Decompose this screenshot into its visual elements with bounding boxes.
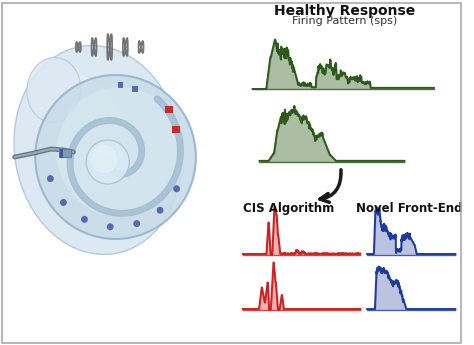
Text: Firing Pattern (sps): Firing Pattern (sps) <box>292 16 397 26</box>
Bar <box>59 149 71 157</box>
Bar <box>165 106 173 113</box>
Bar <box>118 82 123 88</box>
Circle shape <box>47 175 54 182</box>
Circle shape <box>57 87 184 217</box>
Circle shape <box>86 140 129 184</box>
Text: Healthy Response: Healthy Response <box>274 4 415 18</box>
Circle shape <box>90 145 118 173</box>
Bar <box>132 86 138 92</box>
Circle shape <box>35 75 196 239</box>
Text: CIS Algorithm: CIS Algorithm <box>243 202 335 215</box>
Ellipse shape <box>27 58 81 122</box>
FancyArrowPatch shape <box>320 170 341 202</box>
Bar <box>173 126 180 133</box>
Ellipse shape <box>46 76 127 194</box>
Circle shape <box>107 223 114 230</box>
Circle shape <box>60 199 67 206</box>
Ellipse shape <box>14 46 182 255</box>
Text: Novel Front-End: Novel Front-End <box>356 202 463 215</box>
Circle shape <box>156 207 164 214</box>
Circle shape <box>81 216 88 223</box>
Circle shape <box>133 220 140 227</box>
Circle shape <box>173 185 180 192</box>
